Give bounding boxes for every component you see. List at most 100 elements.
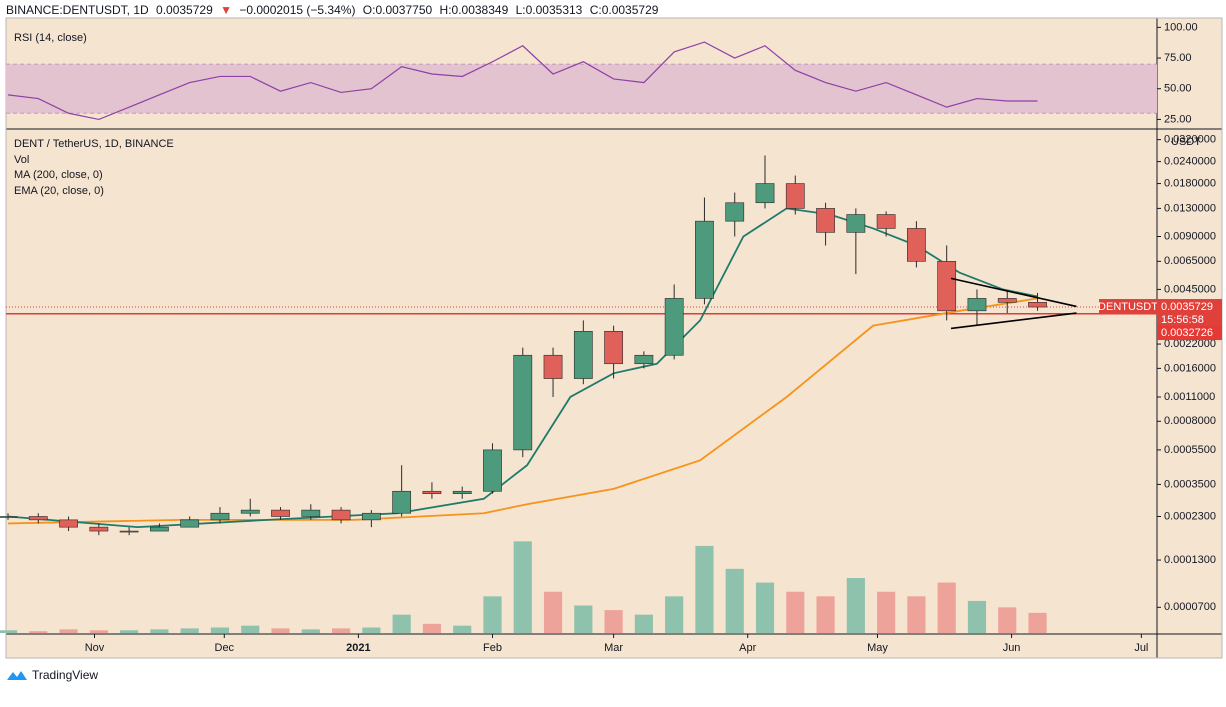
candle-body bbox=[0, 516, 18, 518]
candle-body bbox=[119, 530, 139, 533]
candle-body bbox=[967, 298, 987, 312]
y-tick-label: 50.00 bbox=[1164, 83, 1192, 95]
low: L:0.0035313 bbox=[515, 3, 583, 17]
volume-bar bbox=[120, 630, 139, 633]
legend-entry: MA (200, close, 0) bbox=[14, 169, 103, 181]
candle-body bbox=[755, 183, 775, 204]
volume-bar bbox=[483, 596, 502, 633]
volume-bar bbox=[604, 610, 623, 633]
candle-body bbox=[543, 354, 563, 379]
volume-bar bbox=[271, 628, 290, 633]
x-tick-label: Mar bbox=[604, 642, 623, 654]
price-line-tag-value: 0.0032726 bbox=[1161, 327, 1213, 339]
candle-body bbox=[361, 512, 381, 521]
chart-title: DENT / TetherUS, 1D, BINANCE bbox=[14, 138, 174, 150]
candle-body bbox=[392, 490, 412, 514]
y-tick-label: 0.0130000 bbox=[1164, 202, 1216, 214]
candle-body bbox=[513, 354, 533, 451]
y-tick-label: 0.0320000 bbox=[1164, 134, 1216, 146]
arrow: ▼ bbox=[220, 3, 232, 17]
price-tag-value: 0.0035729 bbox=[1161, 301, 1213, 313]
chart: 0.0320000 0.0240000 0.0180000 0.0130000 0.00… bbox=[0, 17, 1223, 659]
y-tick-label: 100.00 bbox=[1164, 21, 1198, 33]
candle-body bbox=[422, 490, 442, 494]
volume-bar bbox=[422, 623, 442, 633]
y-tick-label: 75.00 bbox=[1164, 52, 1192, 64]
volume-bar bbox=[967, 600, 987, 633]
candle-body bbox=[876, 214, 896, 229]
y-tick-label: 0.0000700 bbox=[1164, 601, 1216, 613]
volume-bar bbox=[695, 545, 714, 633]
candle-body bbox=[907, 228, 926, 262]
last: 0.0035729 bbox=[156, 3, 213, 17]
candle-body bbox=[785, 183, 805, 209]
trendline bbox=[950, 277, 1077, 308]
x-tick-label: May bbox=[867, 642, 888, 654]
volume-bar bbox=[180, 628, 199, 633]
volume-bar bbox=[59, 629, 78, 633]
volume-bar bbox=[846, 578, 865, 633]
volume-bar bbox=[877, 591, 896, 633]
candle-body bbox=[89, 526, 109, 532]
volume-bar bbox=[816, 596, 835, 633]
y-tick-label: 0.0180000 bbox=[1164, 177, 1216, 189]
footer: TradingView bbox=[6, 668, 98, 682]
volume-bar bbox=[301, 629, 320, 633]
y-tick-label: 0.0011000 bbox=[1164, 391, 1215, 403]
candle-body bbox=[997, 298, 1017, 303]
volume-bar bbox=[665, 596, 684, 633]
x-tick-label: Dec bbox=[215, 642, 235, 654]
y-tick-label: 0.0045000 bbox=[1164, 283, 1216, 295]
candle-body bbox=[180, 519, 200, 528]
close: C:0.0035729 bbox=[589, 3, 659, 17]
symbol-tag bbox=[1099, 299, 1157, 315]
logo bbox=[7, 671, 27, 680]
open: O:0.0037750 bbox=[362, 3, 433, 17]
y-tick-label: 25.00 bbox=[1164, 113, 1192, 125]
y-tick-label: 0.0065000 bbox=[1164, 255, 1216, 267]
x-tick-label: Apr bbox=[739, 642, 756, 654]
indicator-line bbox=[7, 297, 1038, 525]
rsi-line bbox=[7, 41, 1038, 121]
volume-bar bbox=[513, 541, 532, 633]
candle-body bbox=[240, 509, 260, 514]
y-tick-label: 0.0005500 bbox=[1164, 444, 1216, 456]
volume-bar bbox=[786, 591, 805, 633]
candle-body bbox=[28, 516, 48, 521]
y-tick-label: 0.0008000 bbox=[1164, 415, 1216, 427]
volume-bar bbox=[150, 629, 169, 633]
candle-body bbox=[331, 509, 351, 521]
volume-bar bbox=[937, 582, 956, 633]
candle-body bbox=[573, 330, 593, 379]
trendline bbox=[950, 312, 1077, 330]
legend-entry: EMA (20, close, 0) bbox=[14, 185, 104, 197]
price-tag-countdown: 15:56:58 bbox=[1161, 314, 1204, 326]
y-tick-label: 0.0016000 bbox=[1164, 362, 1216, 374]
candle-body bbox=[483, 449, 502, 492]
x-tick-label: 2021 bbox=[346, 642, 370, 654]
legend-volume: Vol bbox=[14, 154, 29, 166]
rsi-band bbox=[6, 64, 1157, 114]
symbol-tag-label: DENTUSDT bbox=[1098, 301, 1158, 313]
volume-bar bbox=[29, 631, 48, 633]
volume-bar bbox=[0, 630, 18, 633]
volume-bar bbox=[543, 591, 563, 633]
volume-bar bbox=[755, 582, 775, 633]
axis-unit: USDT bbox=[1171, 136, 1201, 148]
candle-body bbox=[604, 330, 623, 365]
y-tick-label: 0.0002300 bbox=[1164, 510, 1216, 522]
symbol: BINANCE:DENTUSDT, 1D bbox=[6, 3, 149, 17]
y-tick-label: 0.0022000 bbox=[1164, 338, 1216, 350]
candle-body bbox=[816, 208, 835, 233]
volume-bar bbox=[89, 630, 108, 633]
x-tick-label: Feb bbox=[483, 642, 502, 654]
volume-bar bbox=[392, 614, 411, 633]
price-tag bbox=[1157, 299, 1222, 328]
y-tick-label: 0.0003500 bbox=[1164, 478, 1216, 490]
volume-bar bbox=[725, 568, 744, 633]
volume-bar bbox=[1028, 612, 1047, 633]
volume-bar bbox=[331, 628, 351, 633]
candle-body bbox=[271, 509, 290, 517]
candle-body bbox=[695, 220, 714, 299]
